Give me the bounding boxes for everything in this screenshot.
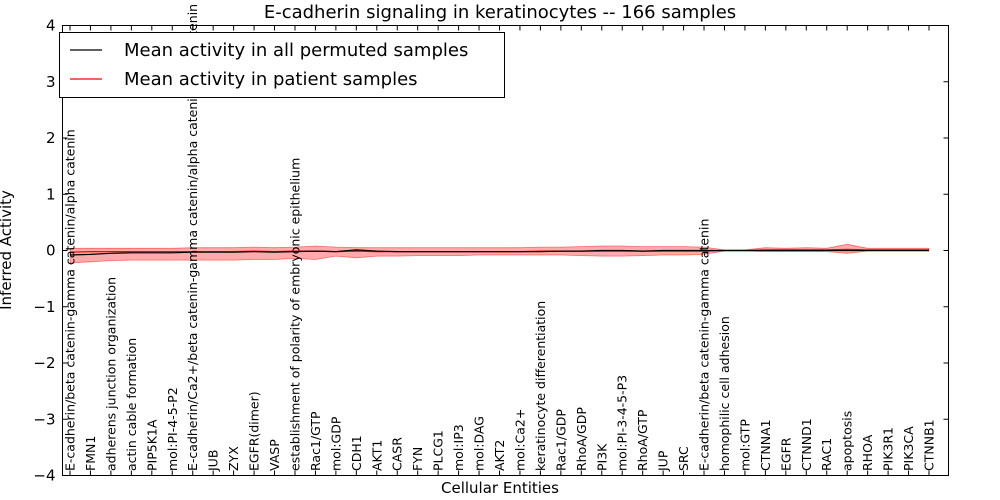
x-category-label: CDH1 <box>349 435 364 471</box>
x-category-label: RHOA <box>860 434 875 471</box>
x-category-label: AKT2 <box>492 440 507 471</box>
x-category-label: RAC1 <box>819 438 834 471</box>
x-category-label: EGFR <box>778 437 793 471</box>
x-category-label: mol:GTP <box>737 419 752 471</box>
x-category-label: JUB <box>206 450 221 472</box>
x-category-label: establishment of polarity of embryonic e… <box>288 158 303 471</box>
x-category-label: SRC <box>676 446 691 471</box>
x-axis-label: Cellular Entities <box>441 479 559 497</box>
x-category-label: mol:Ca2+ <box>513 409 528 471</box>
x-category-label: apoptosis <box>840 411 855 471</box>
y-tick-label: 3 <box>46 73 56 91</box>
x-category-label: Rac1/GTP <box>308 411 323 471</box>
x-category-label: PIP5K1A <box>144 419 159 471</box>
y-tick-label: 1 <box>46 185 56 203</box>
x-category-label: PIK3R1 <box>881 427 896 471</box>
x-category-label: CTNNB1 <box>922 419 937 471</box>
x-category-label: E-cadherin/beta catenin-gamma catenin <box>697 219 712 471</box>
x-category-label: RhoA/GTP <box>635 409 650 471</box>
permuted-mean-line <box>69 249 929 256</box>
x-category-label: EGFR(dimer) <box>247 391 262 471</box>
y-axis-label: Inferred Activity <box>0 190 15 310</box>
y-tick-label: −1 <box>33 298 55 316</box>
y-tick-label: 2 <box>46 129 56 147</box>
x-category-label: mol:DAG <box>472 416 487 471</box>
x-category-label: E-cadherin/beta catenin-gamma catenin/al… <box>63 129 78 471</box>
x-category-label: E-cadherin/Ca2+/beta catenin-gamma caten… <box>185 4 200 471</box>
x-category-label: CTNNA1 <box>758 419 773 471</box>
x-category-label: JUP <box>656 450 671 472</box>
x-category-label: mol:PI-3-4-5-P3 <box>615 375 630 471</box>
x-category-label: PI3K <box>594 443 609 471</box>
x-category-label: mol:GDP <box>328 416 343 471</box>
y-tick-label: 4 <box>46 17 56 35</box>
x-category-label: VASP <box>267 439 282 471</box>
x-category-label: adherens junction organization <box>103 277 118 471</box>
x-category-label: mol:IP3 <box>451 424 466 471</box>
y-tick-label: −2 <box>33 354 55 372</box>
x-category-label: keratinocyte differentiation <box>533 301 548 471</box>
legend: Mean activity in all permuted samples Me… <box>59 32 505 98</box>
legend-box <box>59 32 505 98</box>
x-category-label: actin cable formation <box>124 338 139 471</box>
x-category-label: PLCG1 <box>431 430 446 471</box>
x-category-label: CASR <box>390 437 405 471</box>
chart-title: E-cadherin signaling in keratinocytes --… <box>264 2 736 23</box>
legend-label-permuted: Mean activity in all permuted samples <box>124 40 468 61</box>
x-category-label: mol:PI-4-5-P2 <box>165 387 180 471</box>
y-tick-label: −3 <box>33 410 55 428</box>
y-tick-label: 0 <box>46 242 56 260</box>
x-category-label: RhoA/GDP <box>574 407 589 471</box>
x-category-label: CTNND1 <box>799 418 814 471</box>
legend-label-patient: Mean activity in patient samples <box>124 69 418 90</box>
x-category-label: AKT1 <box>369 440 384 471</box>
y-tick-label: −4 <box>33 467 55 485</box>
x-category-label: homophilic cell adhesion <box>717 316 732 471</box>
x-category-label: PIK3CA <box>901 426 916 471</box>
x-category-label: FYN <box>410 447 425 471</box>
x-category-label: Rac1/GDP <box>553 409 568 471</box>
x-category-label: FMN1 <box>83 436 98 471</box>
x-category-label: ZYX <box>226 446 241 471</box>
